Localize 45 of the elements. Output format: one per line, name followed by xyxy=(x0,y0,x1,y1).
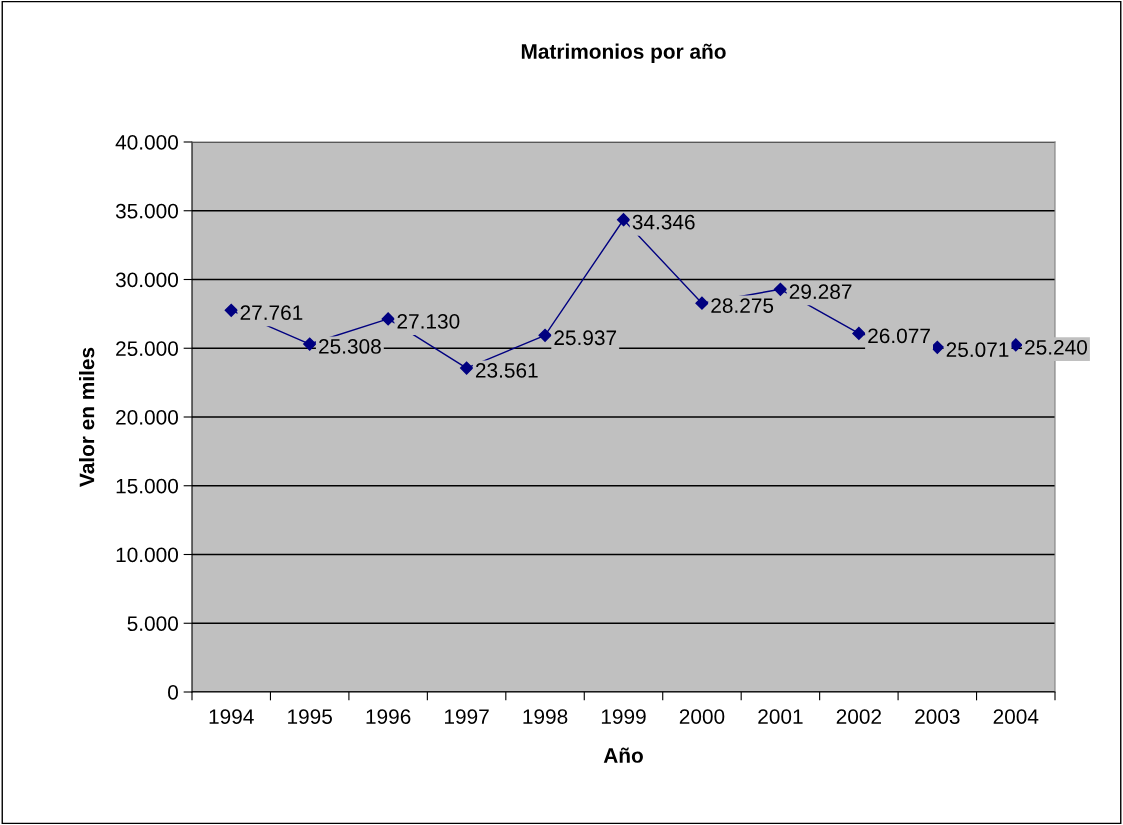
data-label: 34.346 xyxy=(632,214,695,230)
data-label: 29.287 xyxy=(789,284,852,300)
x-tick-label: 2002 xyxy=(836,709,881,724)
chart-title: Matrimonios por año xyxy=(521,43,726,63)
y-tick-label: 30.000 xyxy=(115,272,178,288)
data-label: 25.308 xyxy=(319,339,381,354)
point xyxy=(695,296,709,310)
x-tick-label: 1994 xyxy=(209,709,254,724)
point xyxy=(930,340,944,354)
point xyxy=(538,328,552,342)
point xyxy=(852,326,866,341)
point xyxy=(224,303,238,317)
point xyxy=(616,213,631,227)
data-label: 26.077 xyxy=(868,328,930,344)
data-label: 23.561 xyxy=(475,363,538,378)
y-tick-label: 40.000 xyxy=(115,135,178,150)
x-tick-label: 2001 xyxy=(758,709,803,724)
data-label: 27.761 xyxy=(240,305,303,321)
x-tick-label: 1997 xyxy=(445,709,489,724)
data-label: 25.937 xyxy=(554,330,617,346)
x-tick-label: 1995 xyxy=(288,709,332,724)
data-label: 25.071 xyxy=(946,342,1009,358)
y-tick-label: 25.000 xyxy=(116,341,178,356)
point xyxy=(303,337,317,351)
x-tick-label: 1998 xyxy=(523,709,568,724)
y-tick-label: 10.000 xyxy=(116,547,178,563)
y-axis-title: Valor en miles xyxy=(79,347,95,487)
point xyxy=(773,282,787,296)
y-tick-label: 20.000 xyxy=(116,410,178,425)
x-tick-label: 1999 xyxy=(601,709,646,724)
x-axis-title: Año xyxy=(603,747,643,763)
y-tick-label: 0 xyxy=(168,685,178,700)
data-label: 25.240 xyxy=(1025,339,1088,355)
point xyxy=(460,361,474,375)
point xyxy=(381,312,395,326)
y-tick-label: 15.000 xyxy=(116,478,178,494)
x-tick-label: 2004 xyxy=(993,709,1039,724)
x-tick-label: 1996 xyxy=(366,709,411,724)
y-tick-label: 5.000 xyxy=(127,616,178,631)
x-tick-label: 2003 xyxy=(915,709,960,724)
y-tick-label: 35.000 xyxy=(115,203,178,219)
point xyxy=(1009,338,1023,352)
data-label: 27.130 xyxy=(397,313,460,329)
data-label: 28.275 xyxy=(711,298,774,313)
x-tick-label: 2000 xyxy=(679,709,725,724)
